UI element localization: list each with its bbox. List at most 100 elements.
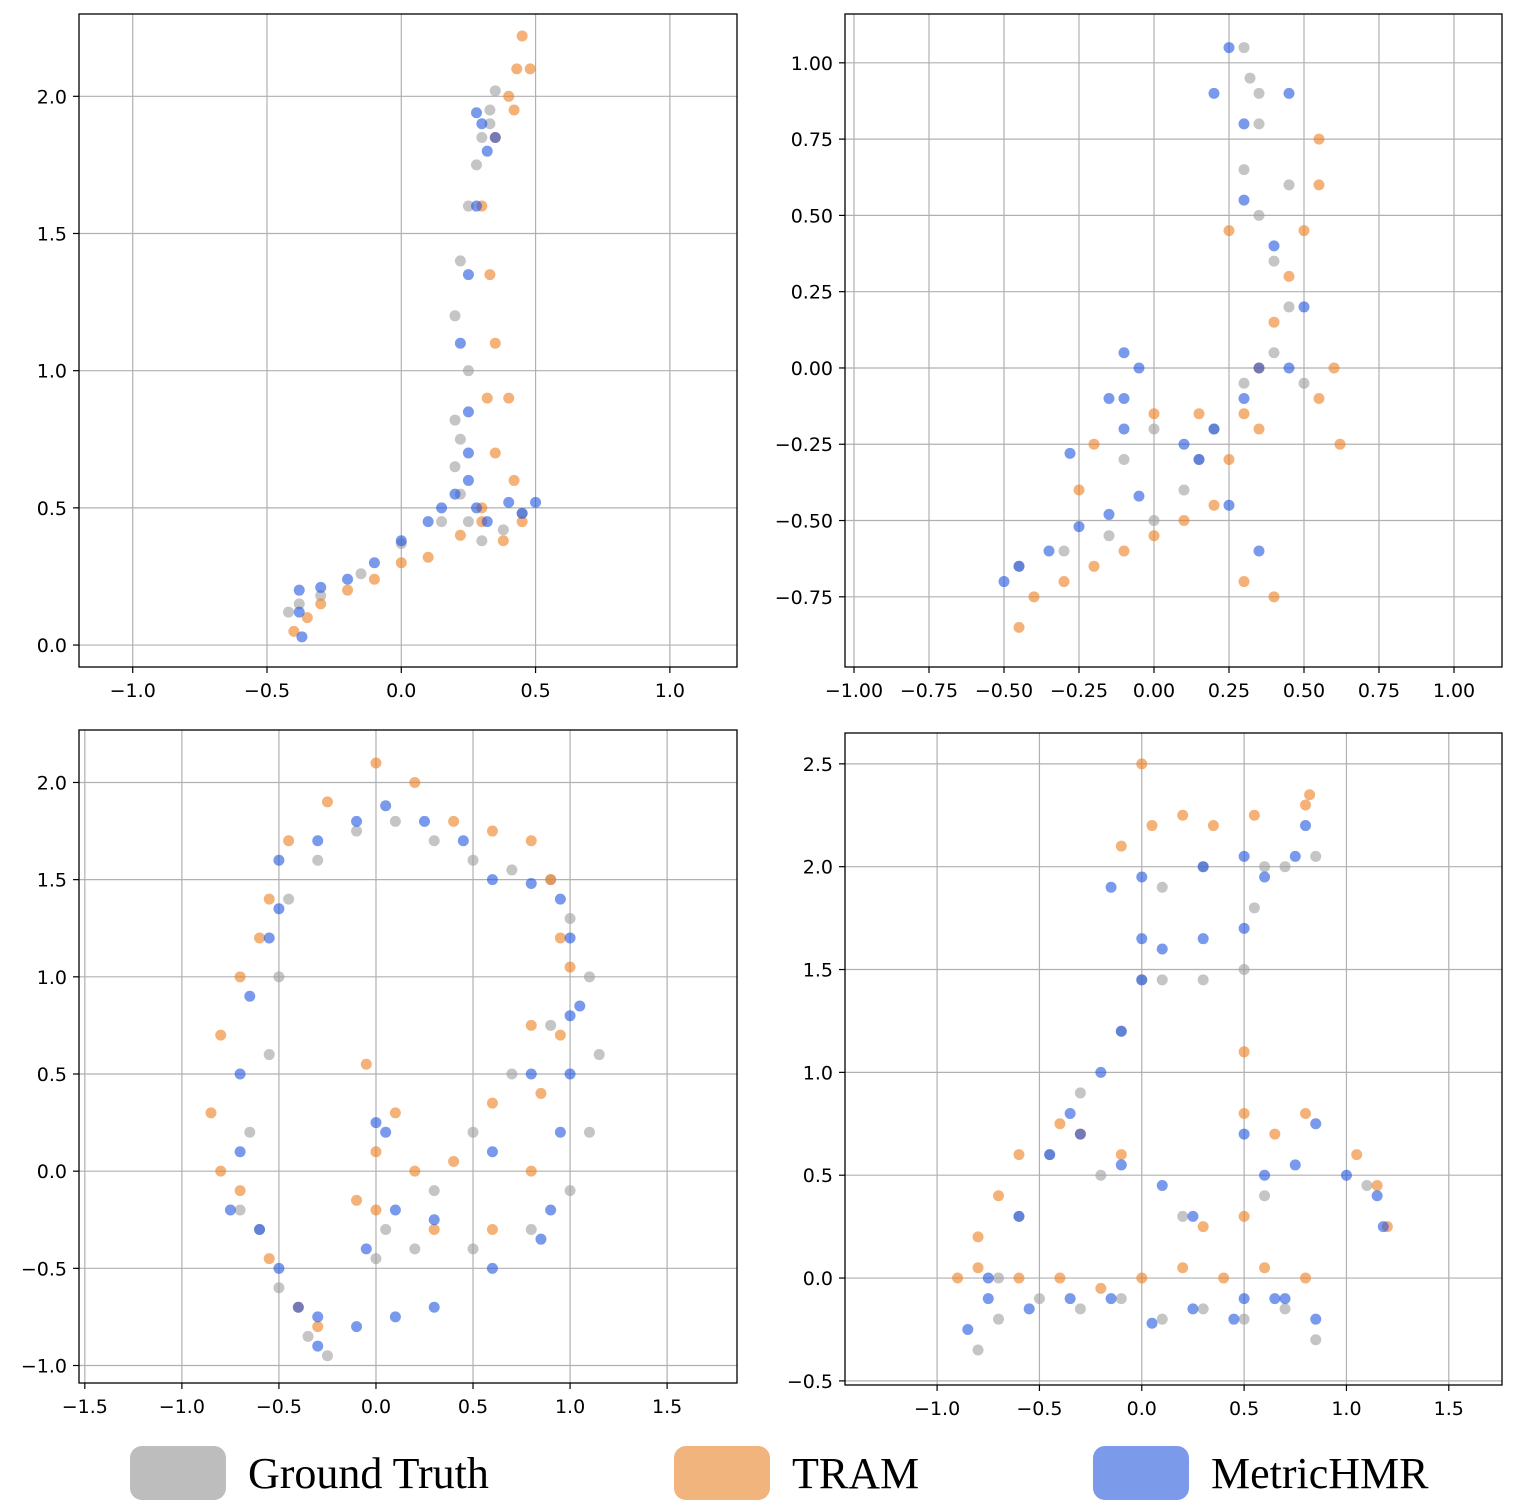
point-metrichmr <box>1279 1293 1291 1305</box>
point-ground-truth <box>273 1282 285 1294</box>
point-ground-truth <box>506 864 518 876</box>
point-metrichmr <box>273 1262 285 1274</box>
legend-item-metrichmr: MetricHMR <box>1093 1446 1429 1500</box>
point-metrichmr <box>1238 1128 1250 1140</box>
point-ground-truth <box>454 433 466 445</box>
point-metrichmr <box>525 878 537 890</box>
x-tick-label: 0.5 <box>458 1396 488 1418</box>
point-tram <box>503 90 515 102</box>
point-ground-truth <box>436 516 448 528</box>
point-metrichmr <box>1073 521 1085 533</box>
point-tram <box>370 757 382 769</box>
point-ground-truth <box>355 568 367 580</box>
point-metrichmr <box>395 535 407 547</box>
point-tram <box>1313 179 1325 191</box>
point-metrichmr <box>574 1000 586 1012</box>
point-metrichmr <box>312 835 324 847</box>
point-metrichmr <box>962 1323 974 1335</box>
point-metrichmr <box>470 200 482 212</box>
x-tick-label: −1.5 <box>62 1396 108 1418</box>
point-tram <box>484 269 496 281</box>
point-tram <box>1146 820 1158 832</box>
point-tram <box>486 1223 498 1235</box>
point-metrichmr <box>1133 490 1145 502</box>
point-metrichmr <box>1310 1118 1322 1130</box>
point-metrichmr <box>1103 508 1115 520</box>
point-metrichmr <box>1208 423 1220 435</box>
point-tram <box>254 932 266 944</box>
point-ground-truth <box>449 461 461 473</box>
point-ground-truth <box>1268 347 1280 359</box>
y-tick-label: −0.75 <box>775 587 833 609</box>
point-tram <box>448 815 460 827</box>
point-ground-truth <box>1259 1190 1271 1202</box>
point-metrichmr <box>293 606 305 618</box>
trajectory-plots: −1.0 −0.5 0.0 0.5 1.0 0.0 0.5 1.0 1.5 2.0 −1.00 −0.… <box>21 13 1503 1420</box>
y-tick-label: 0.0 <box>803 1268 833 1290</box>
point-metrichmr <box>554 893 566 905</box>
point-metrichmr <box>1238 1293 1250 1305</box>
point-tram <box>489 337 501 349</box>
point-metrichmr <box>254 1223 266 1235</box>
y-tick-label: 0.0 <box>37 1161 67 1183</box>
point-ground-truth <box>1148 515 1160 527</box>
point-tram <box>389 1107 401 1119</box>
point-ground-truth <box>428 835 440 847</box>
point-ground-truth <box>1310 1334 1322 1346</box>
point-tram <box>525 835 537 847</box>
point-metrichmr <box>564 1068 576 1080</box>
x-tick-label: 1.0 <box>555 1396 585 1418</box>
point-tram <box>1088 560 1100 572</box>
point-metrichmr <box>368 557 380 569</box>
x-tick-label: 1.0 <box>1331 1398 1361 1420</box>
point-metrichmr <box>998 576 1010 588</box>
point-metrichmr <box>535 1233 547 1245</box>
point-ground-truth <box>1197 1303 1209 1315</box>
point-ground-truth <box>1253 87 1265 99</box>
point-metrichmr <box>470 107 482 119</box>
point-tram <box>454 529 466 541</box>
point-ground-truth <box>449 414 461 426</box>
point-tram <box>497 535 509 547</box>
point-metrichmr <box>476 118 488 130</box>
point-tram <box>370 1146 382 1158</box>
x-tick-label: −0.5 <box>1016 1398 1062 1420</box>
point-ground-truth <box>1238 164 1250 176</box>
point-ground-truth <box>282 606 294 618</box>
point-tram <box>1300 799 1312 811</box>
y-tick-label: −1.0 <box>21 1356 67 1378</box>
point-tram <box>1268 316 1280 328</box>
point-metrichmr <box>1289 1159 1301 1171</box>
point-tram <box>545 874 557 886</box>
point-metrichmr <box>1044 1149 1056 1161</box>
x-tick-label: 0.00 <box>1133 680 1175 702</box>
point-metrichmr <box>380 1126 392 1138</box>
x-tick-label: 0.5 <box>520 680 550 702</box>
point-tram <box>215 1165 227 1177</box>
legend-item-ground-truth: Ground Truth <box>130 1446 489 1500</box>
point-tram <box>1118 545 1130 557</box>
point-tram <box>486 825 498 837</box>
point-ground-truth <box>315 590 327 602</box>
point-metrichmr <box>1377 1221 1389 1233</box>
point-metrichmr <box>1118 392 1130 404</box>
point-ground-truth <box>1279 1303 1291 1315</box>
point-ground-truth <box>1298 377 1310 389</box>
y-tick-label: 1.0 <box>803 1062 833 1084</box>
point-ground-truth <box>564 913 576 925</box>
point-ground-truth <box>351 825 363 837</box>
point-ground-truth <box>283 893 295 905</box>
legend-swatch-metrichmr <box>1093 1446 1189 1500</box>
point-ground-truth <box>583 1126 595 1138</box>
point-tram <box>395 557 407 569</box>
y-tick-label: 1.00 <box>791 53 833 75</box>
plot-frame <box>844 732 1503 1386</box>
point-ground-truth <box>476 535 488 547</box>
point-tram <box>1253 423 1265 435</box>
point-tram <box>370 1204 382 1216</box>
point-metrichmr <box>1043 545 1055 557</box>
point-tram <box>1313 392 1325 404</box>
point-tram <box>301 612 313 624</box>
point-ground-truth <box>409 1243 421 1255</box>
point-ground-truth <box>449 310 461 322</box>
